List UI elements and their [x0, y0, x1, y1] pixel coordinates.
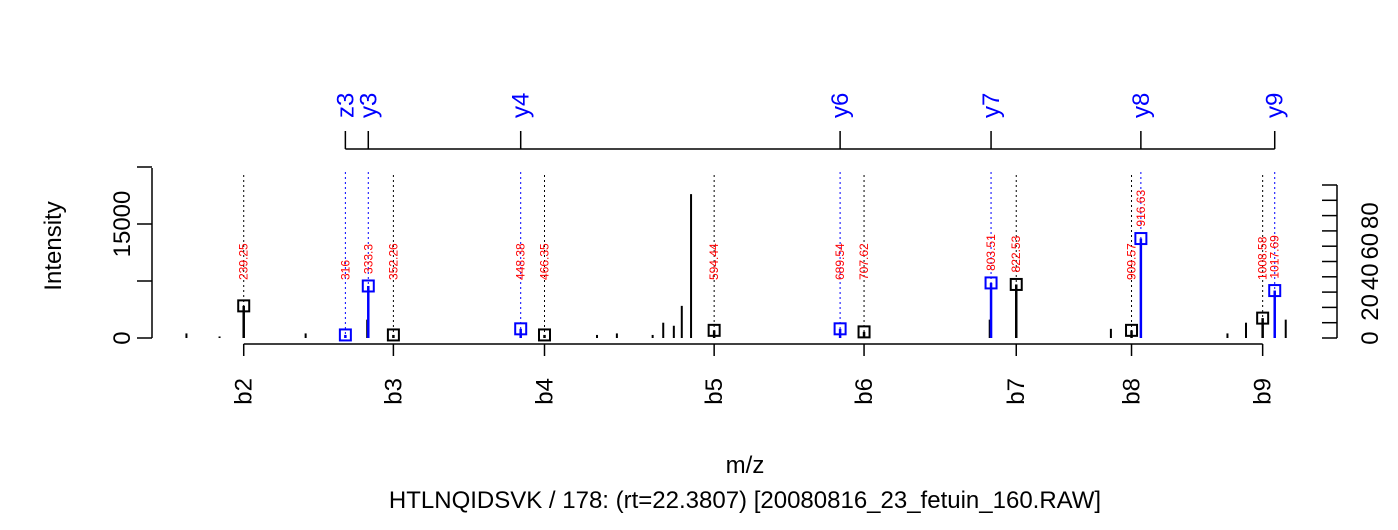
y-ion-label: y7	[978, 93, 1005, 118]
y-ion-label: z3	[332, 93, 359, 118]
peak-marker	[538, 328, 552, 342]
peak-marker	[1268, 284, 1282, 298]
mz-label: 239.25	[237, 243, 251, 280]
b-ion-label: b2	[231, 378, 258, 405]
left-y-tick-label: 0	[109, 331, 136, 344]
y-ion-label: y4	[508, 93, 535, 118]
peak-marker	[857, 325, 871, 339]
mz-label: 448.38	[514, 243, 528, 280]
b-ion-label: b4	[532, 378, 559, 405]
y-ion-label: y6	[827, 93, 854, 118]
peak-markers	[237, 232, 1282, 342]
chart-title: HTLNQIDSVK / 178: (rt=22.3807) [20080816…	[389, 487, 1101, 514]
b-ion-label: b9	[1250, 378, 1277, 405]
peak-marker	[338, 328, 352, 342]
peak-marker	[237, 299, 251, 313]
right-y-tick-label: 0	[1357, 331, 1384, 344]
right-y-tick-label: 80	[1357, 202, 1384, 229]
y-ion-label: y8	[1128, 93, 1155, 118]
b-ion-label: b5	[701, 378, 728, 405]
peak-marker	[984, 276, 998, 290]
b-ion-label: b7	[1003, 378, 1030, 405]
peak-marker	[707, 323, 721, 337]
left-y-tick-label: 15000	[109, 191, 136, 258]
peak-marker	[514, 322, 528, 336]
y-ion-label: y3	[355, 93, 382, 118]
mz-label: 316	[338, 260, 352, 280]
peak-marker	[1125, 323, 1139, 337]
mz-labels: 239.25 316 333.3 352.26 448.38 466.35 594.44 68…	[237, 190, 1282, 280]
mz-label: 909.57	[1125, 243, 1139, 280]
b-ion-label: b8	[1119, 378, 1146, 405]
x-axis-title: m/z	[726, 452, 765, 479]
b-ion-label: b3	[380, 378, 407, 405]
mz-label: 689.54	[833, 243, 847, 280]
mz-label: 594.44	[707, 243, 721, 280]
mz-label: 466.35	[538, 243, 552, 280]
right-y-tick-label: 40	[1357, 263, 1384, 290]
mz-label: 916.63	[1134, 190, 1148, 227]
peak-marker	[386, 328, 400, 342]
y-axis-title: Intensity	[40, 201, 67, 290]
mz-label: 707.62	[857, 243, 871, 280]
peaks-layer	[185, 194, 1287, 338]
peak-marker	[1134, 232, 1148, 246]
right-y-tick-label: 60	[1357, 233, 1384, 260]
mz-label: 1008.58	[1256, 236, 1270, 280]
mz-label: 333.3	[361, 244, 375, 274]
mz-label: 803.51	[984, 234, 998, 271]
y-ion-label: y9	[1262, 93, 1289, 118]
right-y-tick-label: 20	[1357, 294, 1384, 321]
peak-marker	[1256, 311, 1270, 325]
b-ion-label: b6	[851, 378, 878, 405]
mz-label: 1017.69	[1268, 235, 1282, 279]
mz-label: 822.53	[1009, 235, 1023, 272]
mz-label: 352.26	[386, 243, 400, 280]
peak-marker	[1009, 277, 1023, 291]
peak-marker	[361, 279, 375, 293]
peak-marker	[833, 322, 847, 336]
